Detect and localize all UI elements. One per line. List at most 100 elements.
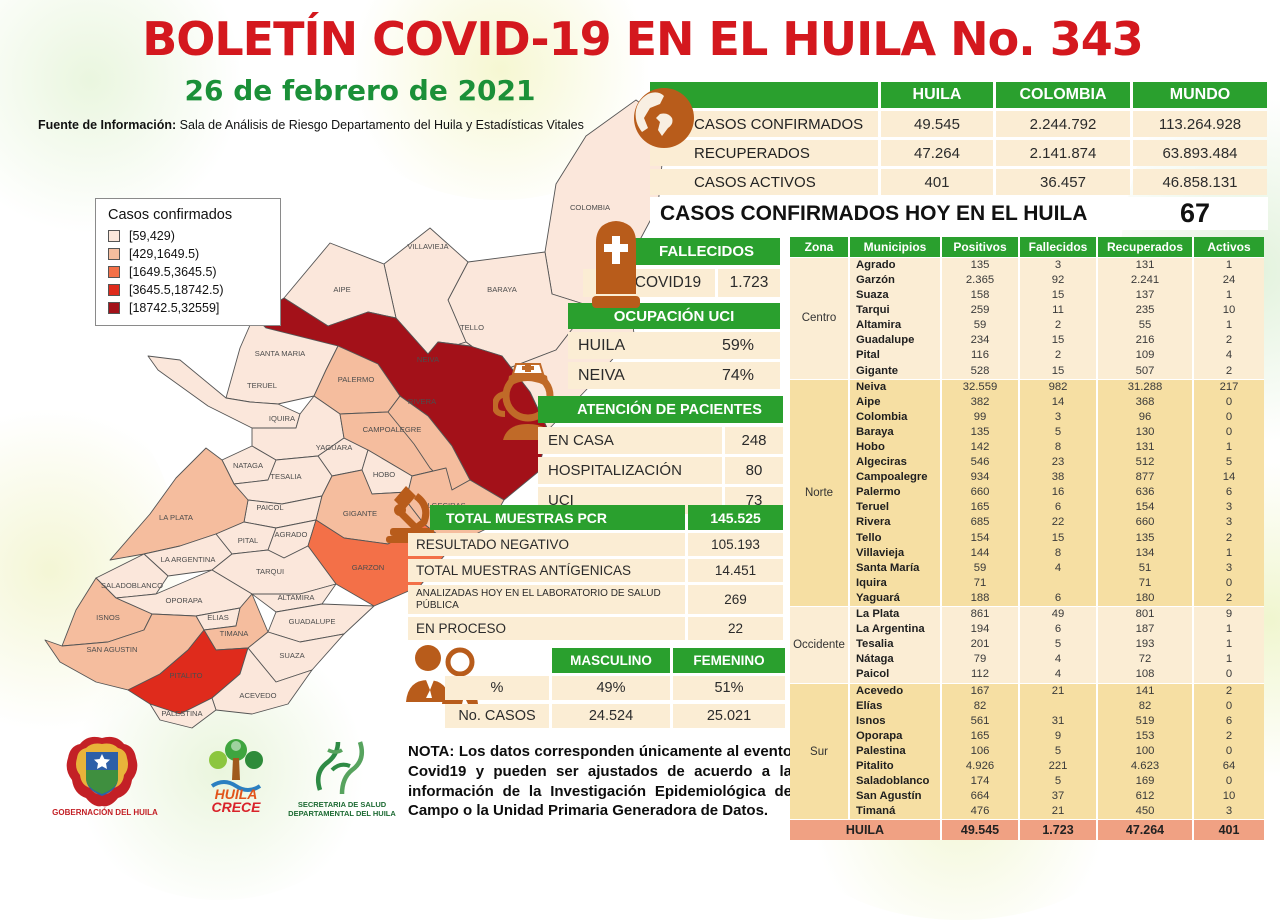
muni-row: Tesalia 201 5 193 1 [850, 637, 1264, 653]
muni-value: 2.241 [1098, 273, 1192, 289]
muni-row: Villavieja 144 8 134 1 [850, 545, 1264, 561]
muni-value: 0 [1194, 409, 1264, 426]
summary-row: CASOS ACTIVOS 401 36.457 46.858.131 [650, 169, 1270, 195]
map-label-palermo: PALERMO [338, 375, 375, 384]
muni-value: 167 [942, 683, 1018, 699]
muni-name: Garzón [850, 273, 940, 289]
muni-value: 546 [942, 455, 1018, 471]
muni-value: 11 [1020, 303, 1096, 319]
muni-value: 14 [1020, 394, 1096, 410]
muestras-row-label: TOTAL MUESTRAS ANTÍGENICAS [408, 559, 685, 582]
muni-name: La Plata [850, 607, 940, 623]
muni-row: La Plata 861 49 801 9 [850, 607, 1264, 623]
muni-value: 221 [1020, 759, 1096, 775]
map-label-paicol: PAICOL [256, 503, 283, 512]
muni-value: 982 [1020, 379, 1096, 395]
muni-name: Suaza [850, 288, 940, 304]
muni-value: 0 [1194, 774, 1264, 790]
muni-value: 82 [942, 698, 1018, 714]
muni-value: 5 [1020, 744, 1096, 760]
map-label-oporapa: OPORAPA [166, 596, 204, 605]
muni-value: 59 [942, 318, 1018, 334]
muni-value: 6 [1020, 622, 1096, 638]
muni-row: Tello 154 15 135 2 [850, 530, 1264, 546]
map-label-agrado: AGRADO [275, 530, 308, 539]
muestras-row: ANALIZADAS HOY EN EL LABORATORIO DE SALU… [408, 585, 783, 614]
secretaria-salud-logo [316, 741, 364, 795]
muni-value: 194 [942, 622, 1018, 638]
muni-value: 4.926 [942, 759, 1018, 775]
muni-row: Oporapa 165 9 153 2 [850, 728, 1264, 744]
muni-value: 106 [942, 744, 1018, 760]
muni-name: Colombia [850, 409, 940, 426]
secretaria-salud-label: SECRETARIA DE SALUD DEPARTAMENTAL DEL HU… [288, 800, 396, 819]
muni-row: Palestina 106 5 100 0 [850, 744, 1264, 760]
muni-name: Teruel [850, 500, 940, 516]
summary-value: 401 [881, 169, 993, 195]
muni-value: 21 [1020, 683, 1096, 699]
muni-value: 31 [1020, 713, 1096, 729]
muni-zone-centro: Centro Agrado 135 3 131 1 Garzón 2.365 92 2.241 24… [790, 258, 1264, 379]
muni-value: 14 [1194, 470, 1264, 486]
muni-name: Campoalegre [850, 470, 940, 486]
municipality-table-body: Centro Agrado 135 3 131 1 Garzón 2.365 92 2.241 24… [790, 258, 1264, 820]
muni-name: Acevedo [850, 683, 940, 699]
muni-value: 1 [1194, 652, 1264, 668]
muni-value: 49 [1020, 607, 1096, 623]
muni-row: Guadalupe 234 15 216 2 [850, 333, 1264, 349]
muni-value: 165 [942, 728, 1018, 744]
summary-value: 47.264 [881, 140, 993, 166]
muni-value: 368 [1098, 394, 1192, 410]
legend-range: [429,1649.5) [129, 247, 200, 261]
muni-value: 612 [1098, 789, 1192, 805]
legend-item: [18742.5,32559] [108, 301, 270, 315]
muni-value: 8 [1020, 545, 1096, 561]
muni-col-header-municipios: Municipios [850, 237, 940, 257]
muni-value: 507 [1098, 363, 1192, 379]
summary-value: 46.858.131 [1133, 169, 1267, 195]
muni-value: 137 [1098, 288, 1192, 304]
muni-zone-label: Sur [790, 683, 848, 820]
muni-value: 5 [1020, 425, 1096, 441]
legend-item: [1649.5,3645.5) [108, 265, 270, 279]
muni-value: 5 [1020, 774, 1096, 790]
muni-value: 71 [1098, 575, 1192, 592]
muni-name: Nátaga [850, 652, 940, 668]
muni-value: 158 [942, 288, 1018, 304]
muni-value: 79 [942, 652, 1018, 668]
muni-total-label: HUILA [790, 820, 940, 841]
muni-zone-rows: Acevedo 167 21 141 2 Elías 82 82 0 Isnos 561 31 519 6… [850, 683, 1264, 820]
genero-row-value: 49% [552, 676, 670, 700]
today-cases-label: CASOS CONFIRMADOS HOY EN EL HUILA [660, 201, 1088, 225]
muni-row: Elías 82 82 0 [850, 698, 1264, 714]
muni-value: 131 [1098, 440, 1192, 456]
municipality-table-header: Zona Municipios Positivos Fallecidos Recuper… [790, 237, 1264, 257]
atencion-row: EN CASA 248 [538, 427, 783, 454]
muni-col-header-recuperados: Recuperados [1098, 237, 1192, 257]
muni-value: 519 [1098, 713, 1192, 729]
muni-row: Baraya 135 5 130 0 [850, 425, 1264, 441]
muni-value: 135 [942, 258, 1018, 274]
muni-value: 134 [1098, 545, 1192, 561]
muni-value: 23 [1020, 455, 1096, 471]
muni-value: 21 [1020, 804, 1096, 820]
legend-title: Casos confirmados [108, 207, 233, 223]
legend-item: [3645.5,18742.5) [108, 283, 270, 297]
muni-value: 55 [1098, 318, 1192, 334]
legend-swatch [108, 266, 120, 278]
muni-value: 235 [1098, 303, 1192, 319]
muni-row: Timaná 476 21 450 3 [850, 804, 1264, 820]
legend-range: [59,429) [129, 229, 175, 243]
muni-value: 1 [1194, 318, 1264, 334]
summary-row: CASOS CONFIRMADOS 49.545 2.244.792 113.264.… [650, 111, 1270, 137]
muni-row: Algeciras 546 23 512 5 [850, 455, 1264, 471]
muni-value: 5 [1194, 455, 1264, 471]
muni-value: 180 [1098, 591, 1192, 607]
uci-row-label: HUILA [578, 336, 626, 354]
map-label-guadalupe: GUADALUPE [289, 617, 336, 626]
muestras-header: TOTAL MUESTRAS PCR 145.525 [430, 505, 783, 530]
muni-value [1020, 575, 1096, 592]
muni-value: 193 [1098, 637, 1192, 653]
map-label-garzon: GARZON [352, 563, 385, 572]
muni-total-value: 1.723 [1020, 820, 1096, 841]
